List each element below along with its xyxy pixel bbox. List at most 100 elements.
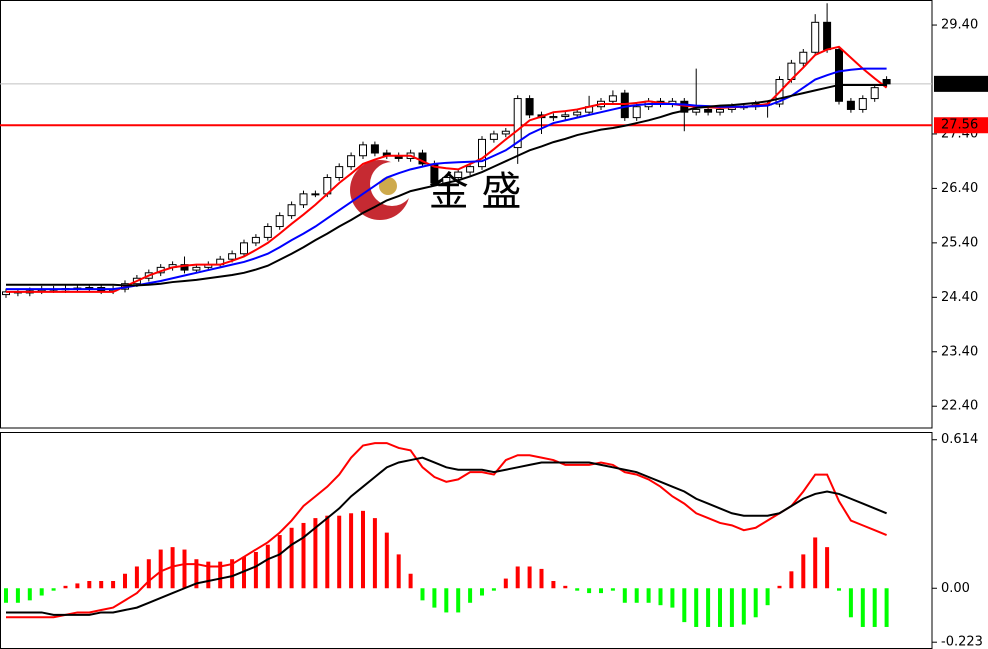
histogram-bar xyxy=(230,559,235,589)
y-tick-label: 22.40 xyxy=(941,399,978,414)
histogram-bar xyxy=(587,588,592,594)
histogram-bar xyxy=(753,588,758,618)
candle-body xyxy=(466,166,475,173)
histogram-bar xyxy=(551,580,556,589)
level-label: 27.56 xyxy=(941,118,978,133)
histogram-bar xyxy=(253,551,258,589)
histogram-bar xyxy=(325,515,330,589)
histogram-bar xyxy=(194,559,199,589)
histogram-bar xyxy=(706,588,711,627)
histogram-bar xyxy=(408,573,413,589)
candle-body xyxy=(251,236,260,244)
candle-body xyxy=(489,133,498,140)
level-box xyxy=(934,117,988,134)
histogram-bar xyxy=(349,513,354,589)
line xyxy=(6,83,887,287)
candle-body xyxy=(228,253,237,260)
histogram-bar xyxy=(75,583,80,589)
histogram-bar xyxy=(646,588,651,603)
histogram-bar xyxy=(146,559,151,589)
candle-body xyxy=(347,155,356,168)
histogram-bar xyxy=(111,580,116,589)
histogram-bar xyxy=(658,588,663,606)
candle-body xyxy=(549,116,558,119)
histogram-bar xyxy=(444,588,449,613)
candle-body xyxy=(858,98,867,110)
histogram-bar xyxy=(837,588,841,591)
price-plot xyxy=(0,3,932,298)
histogram-bar xyxy=(134,566,139,589)
histogram-bar xyxy=(515,566,520,589)
histogram-bar xyxy=(777,585,782,589)
candle-body xyxy=(240,242,248,255)
histogram-bar xyxy=(480,588,484,596)
candle-body xyxy=(311,193,320,196)
histogram-bar xyxy=(729,588,734,627)
histogram-bar xyxy=(265,544,270,589)
histogram-bar xyxy=(432,588,437,608)
candle-body xyxy=(692,108,701,113)
histogram-bar xyxy=(51,588,56,591)
histogram-bar xyxy=(599,588,603,594)
histogram-bar xyxy=(182,549,187,589)
histogram-bar xyxy=(4,588,8,603)
histogram-bar xyxy=(527,566,532,589)
histogram-bar xyxy=(622,588,627,603)
candle-body xyxy=(299,193,308,206)
macd-panel xyxy=(0,432,933,649)
candle-body xyxy=(478,138,486,168)
candle-body xyxy=(870,87,879,100)
candle-body xyxy=(799,51,808,64)
candle-body xyxy=(370,144,379,154)
histogram-bar xyxy=(634,588,639,603)
y-tick-label: 23.40 xyxy=(941,344,978,359)
histogram-bar xyxy=(682,588,687,623)
histogram-bar xyxy=(158,549,163,589)
candle-body xyxy=(501,130,510,135)
candle-body xyxy=(335,166,344,179)
candle-body xyxy=(287,204,296,217)
histogram-bar xyxy=(872,588,877,627)
macd-plot xyxy=(4,442,889,627)
histogram-bar xyxy=(563,585,568,589)
histogram-bar xyxy=(801,554,806,589)
y-tick-label: 24.40 xyxy=(941,290,978,305)
y-tick-label: -0.223 xyxy=(941,635,983,649)
histogram-bar xyxy=(372,518,377,589)
histogram-bar xyxy=(206,561,211,589)
histogram-bar xyxy=(361,510,365,589)
histogram-bar xyxy=(491,588,496,591)
candle-body xyxy=(608,95,617,102)
histogram-bar xyxy=(218,561,223,589)
candle-body xyxy=(454,171,463,179)
candle-body xyxy=(823,21,832,51)
histogram-bar xyxy=(301,522,306,589)
histogram-bar xyxy=(123,573,127,589)
candle-body xyxy=(573,111,582,116)
histogram-bar xyxy=(277,535,282,589)
histogram-bar xyxy=(170,547,175,589)
watermark: 金 盛 xyxy=(429,169,522,215)
candle-body xyxy=(632,106,641,119)
y-tick-label: 29.40 xyxy=(941,18,978,33)
last-price-box xyxy=(934,75,988,92)
candle-body xyxy=(561,114,570,118)
histogram-bar xyxy=(27,588,32,601)
histogram-bar xyxy=(39,588,44,596)
candle-body xyxy=(275,215,284,228)
y-tick-label: 25.40 xyxy=(941,235,978,250)
histogram-bar xyxy=(242,556,246,589)
histogram-bar xyxy=(825,547,830,589)
histogram-bar xyxy=(63,585,68,589)
candle-body xyxy=(835,49,843,102)
candle-body xyxy=(263,226,272,238)
candle-body xyxy=(513,98,522,149)
candle-body xyxy=(704,108,713,113)
candle-body xyxy=(359,144,367,157)
candle-body xyxy=(846,100,855,110)
histogram-bar xyxy=(789,571,794,589)
histogram-bar xyxy=(384,532,389,589)
histogram-bar xyxy=(670,588,675,608)
y-tick-label: 0.614 xyxy=(941,432,978,447)
candle-body xyxy=(418,152,427,165)
